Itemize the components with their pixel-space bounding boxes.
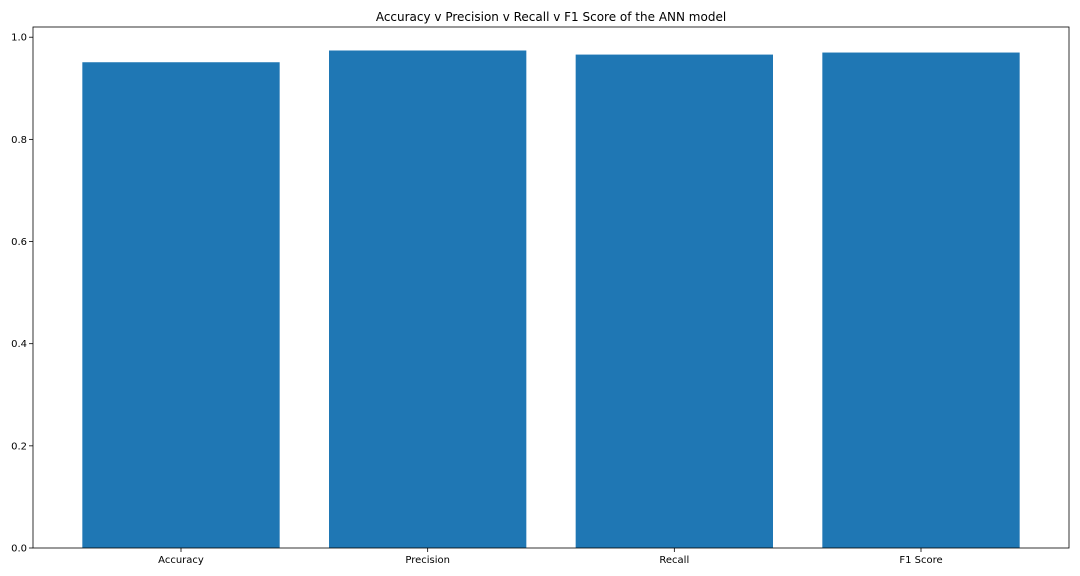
x-axis: Accuracy Precision Recall F1 Score: [158, 548, 943, 566]
y-tick-label: 0.0: [11, 544, 27, 555]
bars-layer: [82, 50, 1020, 549]
x-tick-label-f1-score: F1 Score: [899, 555, 942, 566]
bar-f1-score: [822, 52, 1020, 548]
x-tick-label-accuracy: Accuracy: [158, 555, 204, 566]
bar-precision: [329, 50, 527, 548]
bar-accuracy: [82, 62, 280, 549]
y-tick-label: 0.6: [11, 237, 27, 248]
x-tick-label-precision: Precision: [405, 555, 450, 566]
y-tick-label: 0.8: [11, 135, 27, 146]
y-tick-label: 1.0: [11, 33, 27, 44]
y-tick-label: 0.4: [11, 339, 27, 350]
plot-frame: [32, 26, 1070, 549]
x-tick-label-recall: Recall: [659, 555, 689, 566]
y-tick-label: 0.2: [11, 441, 27, 452]
y-axis: 0.0 0.2 0.4 0.6 0.8 1.0: [11, 33, 33, 555]
chart-title: Accuracy v Precision v Recall v F1 Score…: [376, 10, 726, 24]
bar-recall: [575, 54, 773, 549]
